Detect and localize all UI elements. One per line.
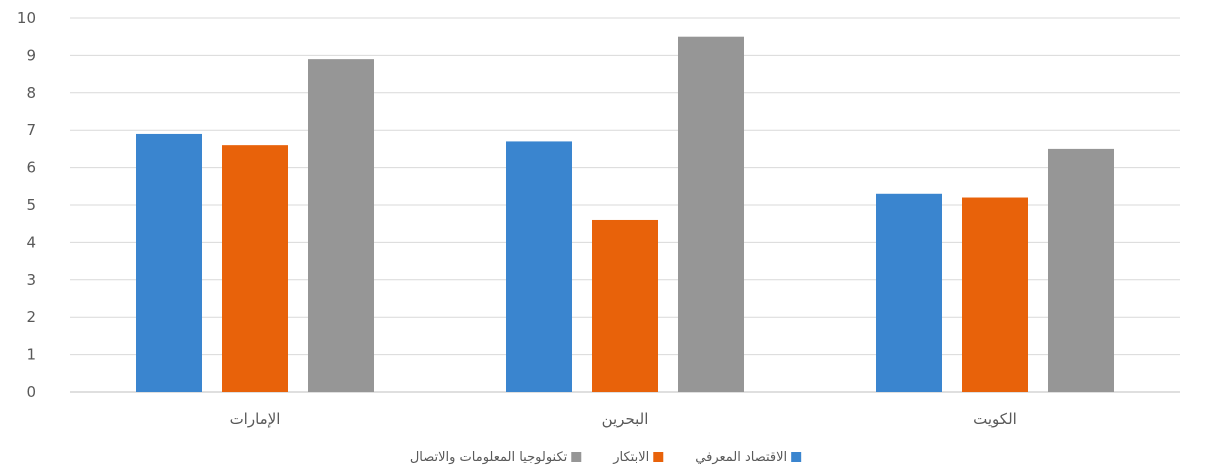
y-tick-label: 1 (26, 346, 36, 364)
y-axis-tick-labels: 0 1 2 3 4 5 6 7 8 9 10 (17, 9, 36, 401)
bar-3-2 (962, 197, 1028, 392)
legend-label: تكنولوجيا المعلومات والاتصال (410, 450, 568, 465)
y-tick-label: 5 (26, 196, 36, 214)
bars (136, 36, 1114, 392)
legend-swatch (653, 452, 664, 462)
y-tick-label: 9 (26, 46, 36, 64)
legend-swatch (791, 452, 802, 462)
bar-1-3 (308, 59, 374, 392)
legend-item-3: تكنولوجيا المعلومات والاتصال (410, 450, 582, 465)
y-tick-label: 2 (26, 308, 36, 326)
legend-swatch (571, 452, 582, 462)
bar-1-1 (136, 133, 202, 392)
bar-2-3 (678, 36, 744, 392)
y-tick-label: 6 (26, 159, 36, 177)
bar-3-1 (876, 193, 942, 392)
x-category-label: الكويت (973, 410, 1017, 428)
bar-2-2 (592, 219, 658, 392)
y-tick-label: 0 (26, 383, 36, 401)
bar-2-1 (506, 141, 572, 392)
legend: الاقتصاد المعرفي الابتكار تكنولوجيا المعلو… (410, 450, 802, 465)
legend-item-2: الابتكار (612, 450, 664, 465)
bar-1-2 (222, 145, 288, 392)
y-tick-label: 3 (26, 271, 36, 289)
y-tick-label: 7 (26, 121, 36, 139)
legend-label: الابتكار (612, 450, 649, 465)
y-tick-label: 4 (26, 233, 36, 251)
x-category-label: البحرين (602, 410, 649, 428)
legend-label: الاقتصاد المعرفي (695, 450, 787, 465)
bar-3-3 (1048, 148, 1114, 392)
x-axis: الإمارات البحرين الكويت (230, 410, 1017, 428)
y-tick-label: 8 (26, 84, 36, 102)
y-tick-label: 10 (17, 9, 36, 27)
legend-item-1: الاقتصاد المعرفي (695, 450, 802, 465)
x-category-label: الإمارات (230, 410, 281, 428)
